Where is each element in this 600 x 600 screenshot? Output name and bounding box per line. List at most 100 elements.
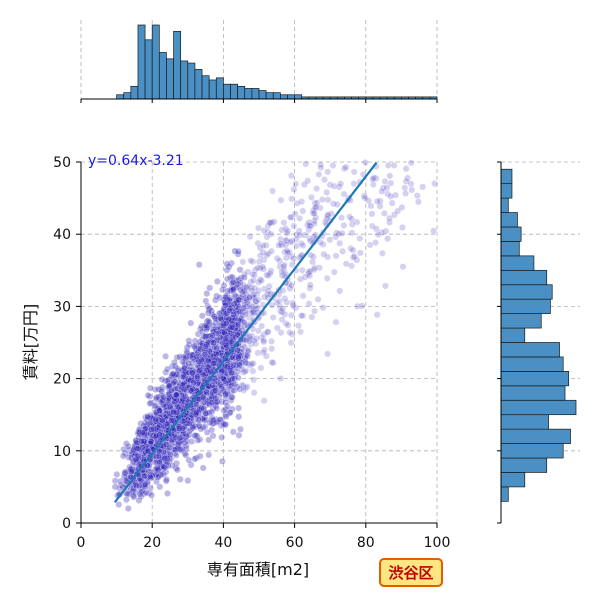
scatter-point — [133, 445, 141, 452]
x-tick-label: 20 — [143, 535, 161, 551]
scatter-point — [296, 214, 303, 222]
right-hist-bar — [500, 385, 566, 401]
scatter-point — [297, 275, 304, 283]
scatter-point — [165, 382, 173, 390]
scatter-point — [220, 281, 228, 289]
scatter-point — [320, 250, 328, 258]
scatter-point — [286, 329, 294, 336]
scatter-point — [222, 335, 230, 343]
scatter-point — [340, 221, 348, 229]
scatter-point — [330, 200, 337, 208]
scatter-point — [286, 213, 294, 221]
scatter-point — [378, 187, 386, 195]
scatter-point — [284, 249, 292, 256]
scatter-point — [330, 268, 338, 276]
scatter-point — [266, 219, 274, 227]
scatter-point — [386, 172, 394, 180]
scatter-point — [230, 387, 238, 394]
top-hist-bar — [223, 83, 231, 100]
scatter-point — [399, 263, 407, 271]
scatter-point — [141, 472, 148, 480]
scatter-point — [246, 233, 254, 241]
scatter-point — [382, 227, 390, 235]
scatter-point — [288, 282, 295, 289]
scatter-point — [414, 198, 422, 206]
scatter-point — [269, 314, 277, 321]
right-hist-bar — [500, 428, 571, 444]
right-hist-bar — [500, 298, 551, 314]
scatter-point — [365, 197, 372, 205]
top-hist-bar — [287, 94, 295, 100]
scatter-point — [123, 496, 130, 503]
scatter-point — [234, 360, 242, 368]
top-hist-bar — [123, 92, 132, 100]
scatter-point — [299, 207, 307, 215]
right-hist-bar — [500, 183, 513, 199]
scatter-point — [382, 282, 389, 290]
scatter-point — [187, 319, 195, 327]
scatter-point — [251, 284, 259, 292]
scatter-point — [349, 246, 357, 254]
scatter-point — [252, 334, 260, 342]
scatter-point — [348, 229, 356, 237]
scatter-point — [369, 175, 377, 183]
scatter-point — [310, 217, 318, 225]
scatter-point — [301, 231, 309, 239]
right-hist-bar — [500, 241, 520, 257]
scatter-point — [373, 311, 381, 319]
scatter-point — [338, 229, 346, 237]
scatter-point — [326, 236, 334, 244]
top-hist-bar — [265, 92, 274, 100]
scatter-point — [340, 190, 348, 198]
x-tick-label: 0 — [77, 535, 86, 551]
scatter-point — [316, 238, 324, 246]
scatter-point — [287, 238, 294, 246]
scatter-point — [307, 193, 315, 201]
top-hist-bar — [151, 24, 160, 100]
scatter-point — [209, 360, 217, 368]
scatter-point — [350, 168, 358, 176]
scatter-point — [374, 231, 382, 238]
scatter-point — [290, 222, 298, 230]
scatter-point — [404, 174, 411, 182]
scatter-point — [188, 369, 196, 377]
scatter-point — [138, 429, 146, 437]
scatter-point — [218, 457, 226, 465]
scatter-point — [319, 304, 327, 311]
scatter-point — [263, 233, 271, 241]
top-histogram — [80, 20, 438, 103]
top-hist-bar — [208, 79, 217, 100]
y-tick-label: 30 — [53, 299, 71, 315]
scatter-point — [306, 272, 313, 280]
scatter-point — [386, 214, 393, 222]
scatter-point — [222, 399, 230, 406]
right-hist-bar — [500, 371, 570, 387]
scatter-point — [242, 283, 250, 291]
scatter-point — [278, 226, 286, 234]
scatter-point — [419, 183, 427, 191]
scatter-point — [260, 227, 268, 234]
scatter-point — [205, 401, 213, 408]
scatter-point — [388, 199, 396, 207]
scatter-point — [151, 459, 159, 466]
scatter-point — [314, 295, 322, 303]
scatter-point — [387, 179, 395, 187]
scatter-point — [311, 307, 318, 315]
scatter-point — [259, 349, 267, 356]
scatter-point — [348, 215, 356, 223]
scatter-point — [277, 329, 285, 336]
scatter-point — [213, 404, 221, 412]
scatter-point — [209, 432, 217, 440]
scatter-point — [402, 165, 410, 173]
scatter-point — [378, 249, 386, 257]
scatter-point — [228, 369, 235, 377]
scatter-point — [430, 227, 437, 235]
scatter-point — [229, 428, 237, 436]
scatter-point — [291, 210, 299, 218]
scatter-point — [146, 400, 154, 407]
scatter-point — [160, 442, 168, 450]
scatter-point — [260, 338, 268, 346]
scatter-point — [233, 277, 241, 284]
scatter-point — [346, 213, 353, 221]
scatter-point — [243, 383, 251, 391]
